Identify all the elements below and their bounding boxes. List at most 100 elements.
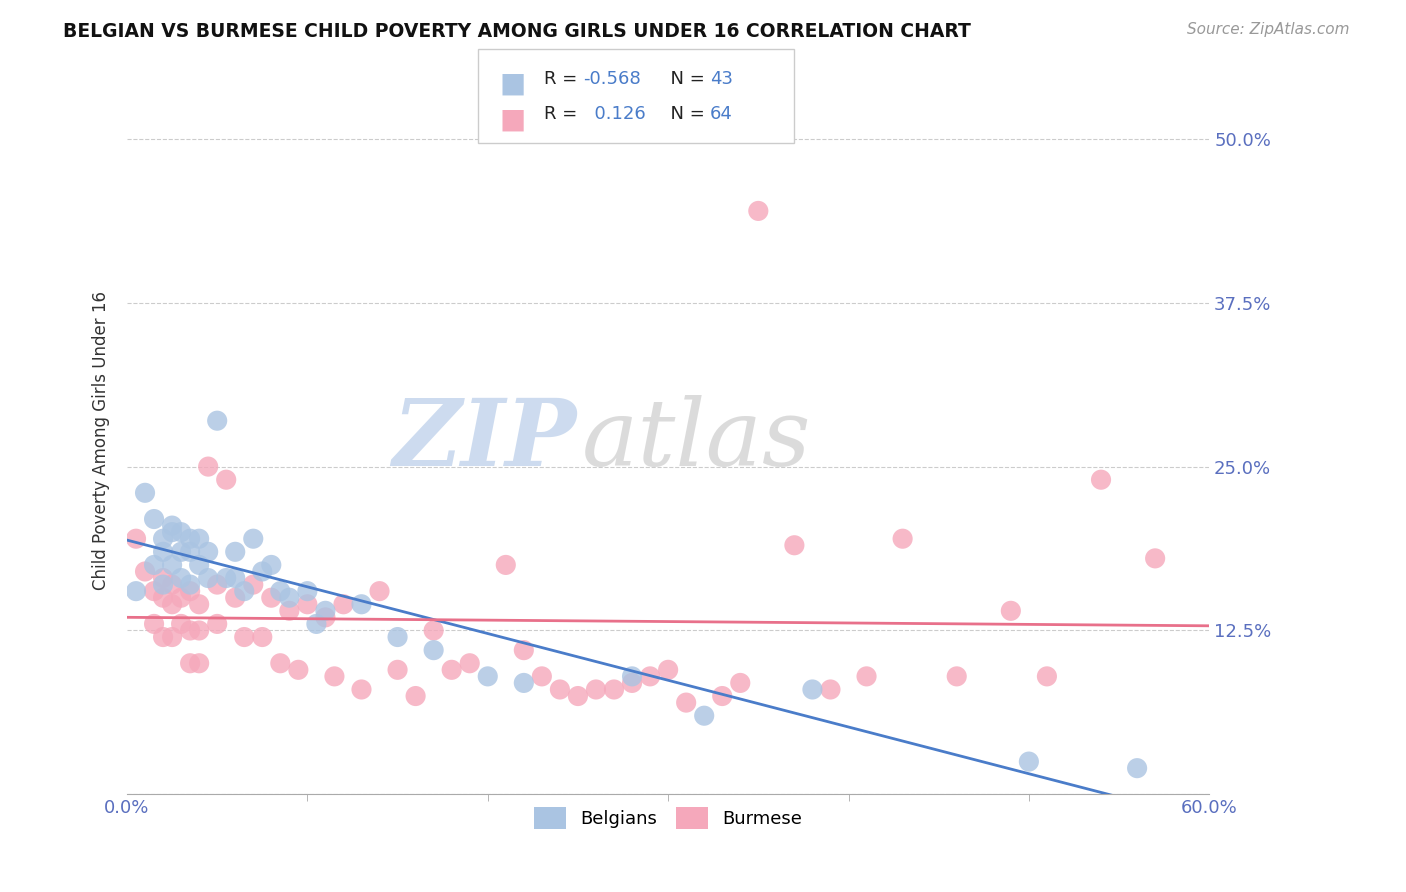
Point	[314, 604, 336, 618]
Point	[495, 558, 517, 572]
Point	[252, 630, 274, 644]
Point	[160, 558, 183, 572]
Point	[152, 532, 174, 546]
Point	[458, 657, 481, 671]
Point	[387, 630, 409, 644]
Point	[170, 591, 193, 605]
Point	[160, 518, 183, 533]
Point	[440, 663, 463, 677]
Point	[675, 696, 697, 710]
Point	[1018, 755, 1040, 769]
Text: Source: ZipAtlas.com: Source: ZipAtlas.com	[1187, 22, 1350, 37]
Point	[152, 630, 174, 644]
Point	[638, 669, 661, 683]
Point	[160, 525, 183, 540]
Point	[179, 657, 201, 671]
Point	[224, 591, 246, 605]
Point	[252, 565, 274, 579]
Point	[422, 624, 444, 638]
Point	[1126, 761, 1149, 775]
Text: N =: N =	[659, 70, 711, 87]
Point	[152, 577, 174, 591]
Point	[747, 203, 769, 218]
Point	[170, 525, 193, 540]
Legend: Belgians, Burmese: Belgians, Burmese	[524, 798, 811, 838]
Point	[179, 545, 201, 559]
Point	[603, 682, 626, 697]
Point	[134, 565, 156, 579]
Point	[152, 571, 174, 585]
Point	[143, 584, 166, 599]
Point	[405, 689, 427, 703]
Text: 0.126: 0.126	[583, 105, 647, 123]
Point	[215, 473, 238, 487]
Point	[820, 682, 842, 697]
Point	[323, 669, 346, 683]
Point	[621, 676, 644, 690]
Point	[332, 597, 354, 611]
Point	[233, 630, 256, 644]
Point	[188, 597, 211, 611]
Text: R =: R =	[544, 105, 583, 123]
Point	[297, 584, 319, 599]
Point	[188, 532, 211, 546]
Point	[891, 532, 914, 546]
Point	[242, 532, 264, 546]
Point	[621, 669, 644, 683]
Point	[143, 616, 166, 631]
Point	[801, 682, 824, 697]
Point	[567, 689, 589, 703]
Point	[1090, 473, 1112, 487]
Point	[297, 597, 319, 611]
Point	[783, 538, 806, 552]
Point	[188, 624, 211, 638]
Point	[170, 616, 193, 631]
Point	[260, 558, 283, 572]
Point	[350, 682, 373, 697]
Point	[160, 630, 183, 644]
Point	[205, 616, 228, 631]
Text: R =: R =	[544, 70, 583, 87]
Point	[314, 610, 336, 624]
Point	[368, 584, 391, 599]
Point	[205, 577, 228, 591]
Point	[585, 682, 607, 697]
Text: ■: ■	[499, 105, 526, 133]
Point	[530, 669, 553, 683]
Point	[197, 459, 219, 474]
Point	[205, 414, 228, 428]
Point	[387, 663, 409, 677]
Text: -0.568: -0.568	[583, 70, 641, 87]
Point	[160, 597, 183, 611]
Point	[197, 545, 219, 559]
Point	[945, 669, 967, 683]
Point	[350, 597, 373, 611]
Point	[305, 616, 328, 631]
Point	[179, 584, 201, 599]
Point	[477, 669, 499, 683]
Text: 64: 64	[710, 105, 733, 123]
Point	[179, 577, 201, 591]
Text: 43: 43	[710, 70, 733, 87]
Point	[170, 571, 193, 585]
Point	[125, 532, 148, 546]
Point	[711, 689, 734, 703]
Point	[143, 558, 166, 572]
Point	[134, 485, 156, 500]
Text: ZIP: ZIP	[392, 395, 576, 485]
Text: atlas: atlas	[582, 395, 811, 485]
Point	[188, 558, 211, 572]
Point	[215, 571, 238, 585]
Point	[269, 584, 291, 599]
Point	[143, 512, 166, 526]
Point	[179, 624, 201, 638]
Point	[125, 584, 148, 599]
Point	[278, 591, 301, 605]
Point	[1036, 669, 1059, 683]
Point	[657, 663, 679, 677]
Point	[269, 657, 291, 671]
Point	[188, 657, 211, 671]
Point	[548, 682, 571, 697]
Point	[224, 545, 246, 559]
Point	[260, 591, 283, 605]
